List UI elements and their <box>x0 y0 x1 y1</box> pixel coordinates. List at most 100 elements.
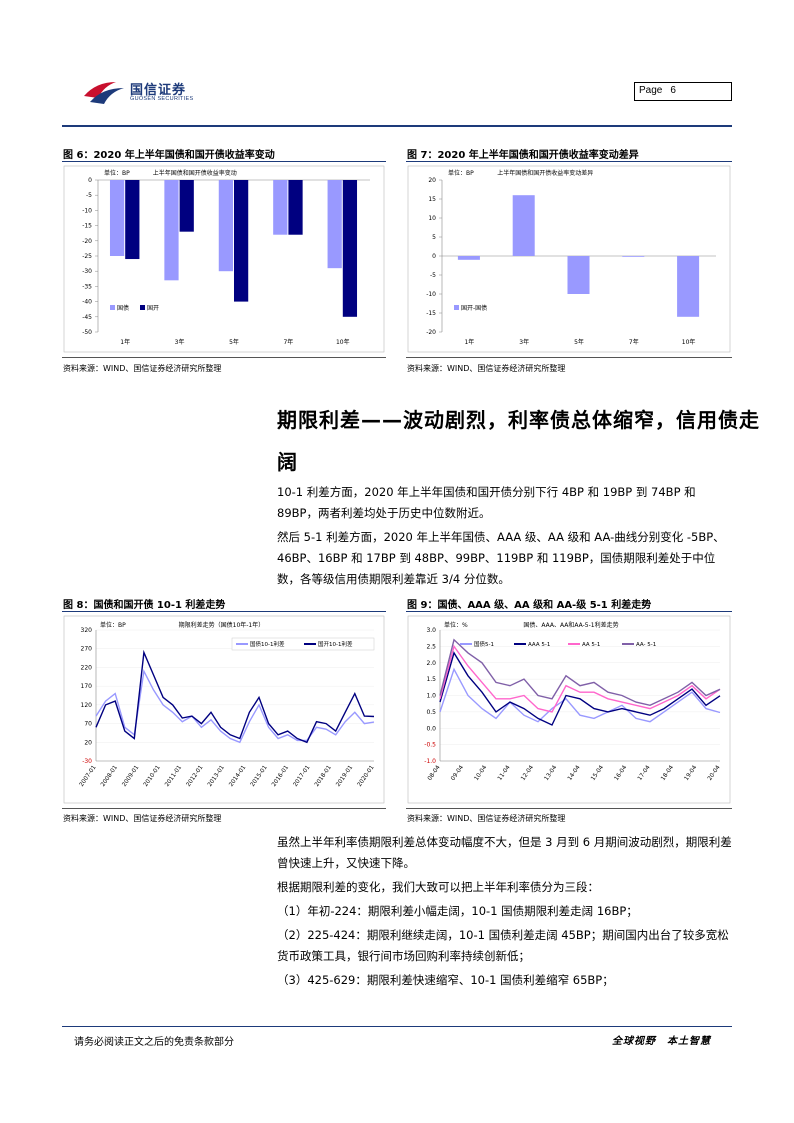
y-tick-label: 3.0 <box>426 627 436 634</box>
y-tick-label: 270 <box>81 646 93 653</box>
x-tick-label: 2014-01 <box>229 764 248 788</box>
series-line <box>439 644 721 713</box>
figure-8-bottom-rule <box>62 808 386 809</box>
figure-7-top-rule <box>406 161 732 162</box>
y-tick-label: 220 <box>81 664 93 671</box>
inner-title: 上半年国债和国开债收益率变动 <box>153 169 237 177</box>
legend-label: 国开-国债 <box>461 304 487 312</box>
legend-label: AAA 5-1 <box>528 642 550 648</box>
bar <box>109 180 125 256</box>
figure-7-chart: 单位：BP 上半年国债和国开债收益率变动差异 20 15 10 5 0 -5 -10 -15 -20… <box>406 164 732 354</box>
unit-label: 单位：% <box>444 621 468 629</box>
x-tick-label: 13-04 <box>544 764 559 781</box>
y-tick-label: -30 <box>82 758 92 765</box>
section-heading-line2: 阔 <box>277 450 298 474</box>
x-tick-label: 2016-01 <box>271 764 290 788</box>
bar <box>273 180 288 235</box>
figure-6-source: 资料来源：WIND、国信证券经济研究所整理 <box>63 364 222 373</box>
x-tick-label: 2011-01 <box>164 764 183 788</box>
x-tick-label: 19-04 <box>684 764 699 781</box>
x-tick-label: 2010-01 <box>143 764 162 788</box>
x-tick-label: 2009-01 <box>122 764 141 788</box>
section-body-2: 虽然上半年利率债期限利差总体变动幅度不大，但是 3 月到 6 月期间波动剧烈，期… <box>277 832 735 994</box>
logo-text-en: GUOSEN SECURITIES <box>130 96 194 102</box>
y-tick-label: -5 <box>86 192 92 199</box>
page-number: 6 <box>670 85 676 96</box>
series-line <box>95 649 375 744</box>
y-tick-label: -45 <box>82 314 92 321</box>
legend-label: AA- 5-1 <box>636 642 656 648</box>
y-tick-label: 0.0 <box>426 725 436 732</box>
chart-svg: 单位：% 国债、AAA、AA和AA-5-1利差走势 3.0 2.5 2.0 1.5 1.0 0… <box>407 615 731 804</box>
legend-box <box>231 637 375 651</box>
y-tick-label: 1.5 <box>426 676 436 683</box>
chart-frame <box>407 615 731 804</box>
x-tick-label: 3年 <box>175 338 185 346</box>
y-tick-label: -20 <box>82 238 92 245</box>
x-tick-label: 5年 <box>229 338 239 346</box>
y-tick-label: -20 <box>426 329 436 336</box>
y-tick-label: 120 <box>81 702 93 709</box>
y-tick-label: 20 <box>84 739 92 746</box>
legend-label: 国债10-1利差 <box>250 640 285 648</box>
y-tick-label: 0 <box>432 253 436 260</box>
y-tick-label: 10 <box>428 215 436 222</box>
figure-6-top-rule <box>62 161 386 162</box>
x-tick-label: 16-04 <box>614 764 629 781</box>
x-tick-label: 09-04 <box>450 764 465 781</box>
figure-9-top-rule <box>406 611 732 612</box>
y-tick-label: 0.5 <box>426 709 436 716</box>
legend-label: AA 5-1 <box>582 642 600 648</box>
x-tick-label: 08-04 <box>427 764 442 781</box>
series-line <box>439 667 721 723</box>
x-tick-label: 2008-01 <box>100 764 119 788</box>
chart-frame <box>63 165 385 353</box>
y-tick-label: -1.0 <box>424 758 436 765</box>
chart-frame <box>63 615 385 804</box>
y-tick-label: 320 <box>81 627 93 634</box>
legend-swatch <box>140 305 145 310</box>
paragraph: （2）225-424：期限利继续走阔，10-1 国债利差走阔 45BP；期间国内… <box>277 928 729 963</box>
x-tick-label: 12-04 <box>520 764 535 781</box>
bar <box>288 180 303 235</box>
y-tick-label: -40 <box>82 299 92 306</box>
figure-8-title: 图 8：国债和国开债 10-1 利差走势 <box>63 600 226 611</box>
bar <box>567 256 590 294</box>
paragraph: （1）年初-224：期限利差小幅走阔，10-1 国债期限利差走阔 16BP； <box>277 904 638 918</box>
x-tick-label: 1年 <box>120 338 130 346</box>
x-tick-label: 2020-01 <box>357 764 376 788</box>
figure-8-chart: 单位：BP 期限利差走势（国债10年-1年） 320 270 220 170 120 70 20… <box>62 614 386 805</box>
legend-label: 国债 <box>117 304 129 312</box>
y-tick-label: 2.0 <box>426 660 436 667</box>
bar <box>342 180 358 317</box>
paragraph: 根据期限利差的变化，我们大致可以把上半年利率债分为三段： <box>277 880 599 894</box>
x-tick-label: 2012-01 <box>186 764 205 788</box>
legend-label: 国开10-1利差 <box>318 640 353 648</box>
y-tick-label: 5 <box>432 234 436 241</box>
legend-label: 国债5-1 <box>474 640 494 648</box>
legend-label: 国开 <box>147 305 159 312</box>
bar <box>164 180 179 281</box>
x-tick-label: 11-04 <box>497 764 512 781</box>
paragraph: 10-1 利差方面，2020 年上半年国债和国开债分别下行 4BP 和 19BP… <box>277 485 696 520</box>
bar <box>218 180 233 272</box>
y-tick-label: -0.5 <box>424 742 436 749</box>
figure-8-source: 资料来源：WIND、国信证券经济研究所整理 <box>63 814 222 823</box>
y-tick-label: 70 <box>84 721 92 728</box>
unit-label: 单位：BP <box>448 169 474 177</box>
header-divider <box>62 125 732 127</box>
figure-7-title: 图 7：2020 年上半年国债和国开债收益率变动差异 <box>407 150 639 161</box>
x-tick-label: 10年 <box>336 338 350 346</box>
y-tick-label: 20 <box>428 177 436 184</box>
logo-text-cn: 国信证券 <box>130 83 187 98</box>
figure-7-bottom-rule <box>406 357 732 358</box>
section-heading-line1: 期限利差——波动剧烈，利率债总体缩窄，信用债走 <box>277 408 760 432</box>
x-tick-label: 17-04 <box>637 764 652 781</box>
page-label: Page <box>639 85 663 96</box>
figure-6-chart: 单位：BP 上半年国债和国开债收益率变动 0 -5 -10 -15 -20 -25 -30 -35… <box>62 164 386 354</box>
x-tick-label: 2013-01 <box>207 764 226 788</box>
y-tick-label: -35 <box>82 283 92 290</box>
y-tick-label: -25 <box>82 253 92 260</box>
page-indicator: Page 6 <box>634 82 732 101</box>
x-tick-label: 2017-01 <box>293 764 312 788</box>
